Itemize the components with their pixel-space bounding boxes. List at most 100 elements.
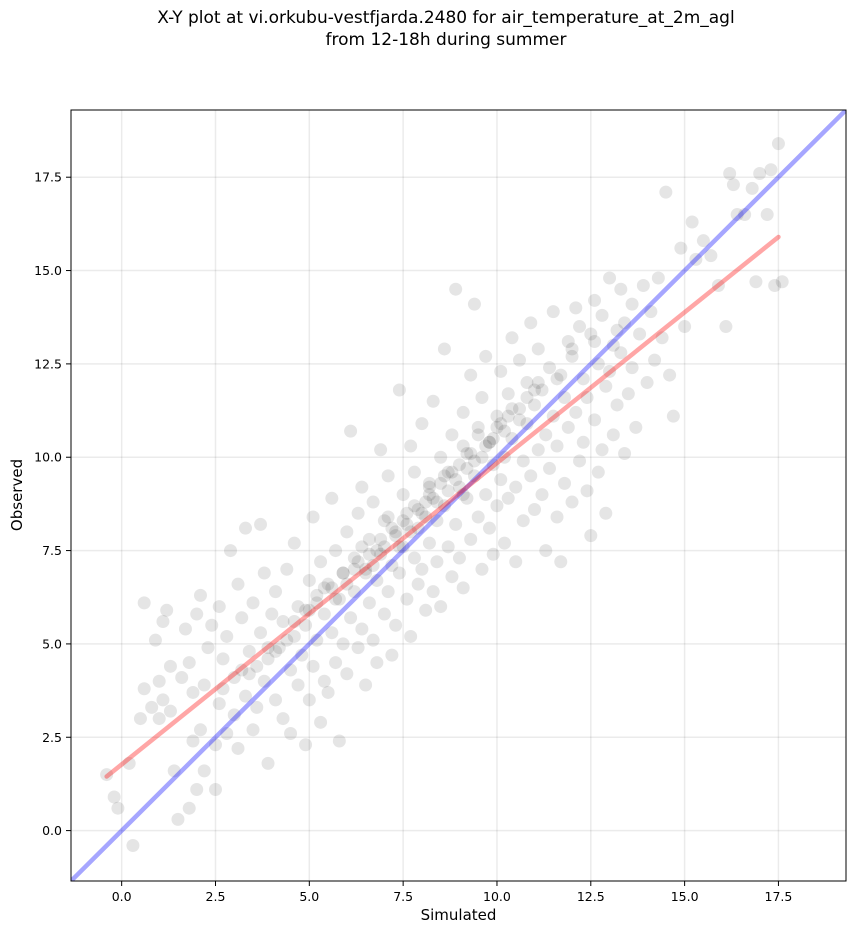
data-point xyxy=(336,637,350,651)
data-point xyxy=(400,592,414,606)
data-point xyxy=(573,320,587,334)
data-point xyxy=(419,495,433,509)
data-point xyxy=(344,424,358,438)
data-point xyxy=(261,652,275,666)
data-point xyxy=(347,551,361,565)
data-point xyxy=(516,514,530,528)
data-point xyxy=(385,559,399,573)
x-tick-label: 17.5 xyxy=(765,889,793,904)
data-point xyxy=(426,491,440,505)
data-point xyxy=(479,439,493,453)
data-point xyxy=(704,249,718,263)
data-point xyxy=(467,297,481,311)
data-point xyxy=(527,398,541,412)
data-point xyxy=(351,555,365,569)
data-point xyxy=(475,562,489,576)
data-point xyxy=(490,409,504,423)
data-point xyxy=(644,305,658,319)
data-point xyxy=(494,364,508,378)
data-point xyxy=(193,723,207,737)
data-point xyxy=(471,510,485,524)
data-point xyxy=(531,376,545,390)
data-point xyxy=(261,756,275,770)
data-point xyxy=(411,521,425,535)
data-point xyxy=(137,596,151,610)
data-point xyxy=(216,682,230,696)
data-point xyxy=(224,544,238,558)
data-point xyxy=(625,361,639,375)
data-point xyxy=(190,607,204,621)
data-point xyxy=(475,390,489,404)
data-point xyxy=(366,495,380,509)
data-point xyxy=(227,708,241,722)
data-point xyxy=(426,394,440,408)
data-point xyxy=(775,275,789,289)
data-point xyxy=(389,525,403,539)
data-point xyxy=(317,581,331,595)
data-point xyxy=(310,588,324,602)
data-point xyxy=(509,480,523,494)
data-point xyxy=(584,529,598,543)
data-point xyxy=(430,555,444,569)
data-point xyxy=(377,514,391,528)
data-point xyxy=(603,271,617,285)
data-point xyxy=(696,234,710,248)
data-point xyxy=(261,641,275,655)
data-point xyxy=(359,678,373,692)
data-point xyxy=(501,491,515,505)
data-point xyxy=(152,712,166,726)
data-point xyxy=(460,446,474,460)
y-tick-label: 15.0 xyxy=(34,263,62,278)
data-point xyxy=(659,185,673,199)
data-point xyxy=(558,476,572,490)
data-point xyxy=(415,562,429,576)
data-point xyxy=(441,540,455,554)
data-point xyxy=(550,439,564,453)
data-point xyxy=(569,301,583,315)
data-point xyxy=(366,633,380,647)
data-point xyxy=(302,693,316,707)
data-point xyxy=(674,241,688,255)
data-point xyxy=(299,618,313,632)
data-point xyxy=(186,734,200,748)
regression-line xyxy=(104,234,781,779)
data-point xyxy=(437,499,451,513)
data-point xyxy=(205,618,219,632)
data-point xyxy=(471,420,485,434)
data-point xyxy=(336,566,350,580)
data-point xyxy=(351,506,365,520)
data-point xyxy=(374,532,388,546)
data-point xyxy=(565,342,579,356)
data-point xyxy=(482,435,496,449)
data-point xyxy=(377,607,391,621)
data-point xyxy=(336,566,350,580)
data-point xyxy=(479,488,493,502)
data-point xyxy=(599,379,613,393)
data-point xyxy=(419,510,433,524)
data-point xyxy=(543,461,557,475)
data-point xyxy=(107,790,121,804)
data-point xyxy=(501,409,515,423)
data-point xyxy=(392,566,406,580)
data-point xyxy=(287,629,301,643)
data-point xyxy=(193,588,207,602)
data-point xyxy=(550,372,564,386)
data-point xyxy=(749,275,763,289)
data-point xyxy=(768,278,782,292)
data-point xyxy=(287,615,301,629)
data-point xyxy=(760,208,774,222)
data-point xyxy=(610,323,624,337)
data-point xyxy=(599,506,613,520)
data-point xyxy=(227,671,241,685)
y-tick-label: 10.0 xyxy=(34,450,62,465)
data-point xyxy=(182,656,196,670)
data-point xyxy=(314,715,328,729)
data-point xyxy=(381,510,395,524)
data-point xyxy=(370,544,384,558)
data-point xyxy=(497,536,511,550)
data-point xyxy=(272,641,286,655)
data-point xyxy=(332,592,346,606)
data-point xyxy=(201,641,215,655)
data-point xyxy=(280,633,294,647)
data-point xyxy=(434,450,448,464)
